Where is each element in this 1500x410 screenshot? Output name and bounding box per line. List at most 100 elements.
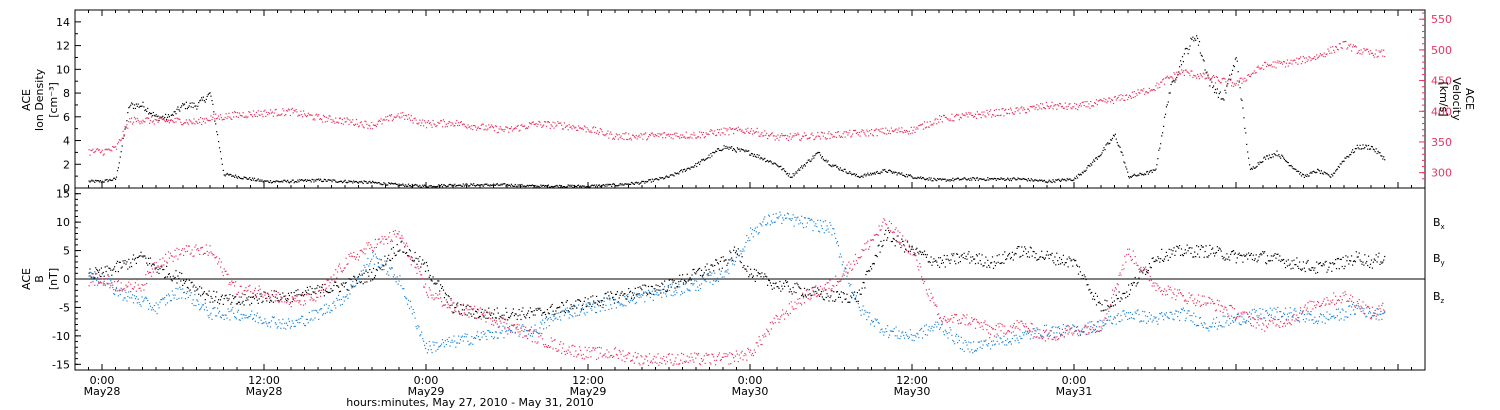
field-point-bx — [773, 287, 775, 289]
density-point — [876, 170, 878, 173]
density-point — [627, 183, 629, 185]
density-point — [698, 161, 700, 163]
density-point — [902, 174, 904, 176]
field-point-bx — [174, 276, 176, 279]
field-point-by — [387, 271, 389, 273]
density-point — [1372, 148, 1374, 150]
velocity-point — [302, 116, 304, 118]
field-point-bx — [1355, 251, 1357, 253]
density-point — [1139, 172, 1141, 174]
density-point — [398, 183, 400, 185]
field-point-by — [250, 314, 252, 316]
field-point-bx — [1114, 304, 1116, 306]
velocity-point — [1078, 104, 1081, 107]
field-point-bx — [820, 291, 823, 293]
velocity-point — [1266, 65, 1268, 68]
density-point — [1206, 71, 1208, 73]
density-point — [764, 157, 766, 159]
velocity-point — [661, 133, 663, 135]
date-tick-label: May30 — [894, 385, 931, 398]
density-point — [921, 178, 923, 180]
field-point-by — [345, 296, 347, 298]
field-point-bx — [445, 294, 447, 296]
velocity-point — [920, 124, 922, 126]
density-point — [1045, 181, 1047, 183]
density-point — [845, 171, 847, 173]
field-point-by — [149, 302, 151, 305]
field-point-bx — [392, 246, 394, 249]
density-point — [950, 179, 952, 181]
density-point — [1355, 148, 1357, 150]
field-point-bx — [828, 300, 830, 302]
density-point — [240, 177, 242, 180]
velocity-point — [313, 118, 315, 120]
velocity-point — [1086, 101, 1088, 103]
density-point — [848, 172, 850, 174]
field-tick-label: 5 — [63, 245, 70, 258]
field-point-bx — [595, 302, 597, 304]
density-point — [1214, 91, 1216, 94]
field-point-bx — [140, 251, 142, 253]
field-point-bx — [1052, 260, 1054, 262]
field-point-bx — [513, 315, 515, 317]
field-point-by — [207, 315, 209, 317]
density-point — [1103, 147, 1105, 149]
velocity-point — [555, 125, 557, 127]
field-point-bx — [557, 306, 559, 309]
density-point — [897, 172, 899, 174]
density-point — [99, 180, 101, 182]
velocity-point — [804, 135, 806, 137]
density-point — [1060, 180, 1062, 182]
velocity-point — [419, 119, 421, 121]
field-point-bx — [371, 271, 373, 273]
velocity-point — [436, 124, 438, 127]
density-point — [883, 169, 885, 171]
velocity-point — [99, 152, 101, 154]
velocity-point — [381, 123, 383, 125]
velocity-point — [985, 116, 987, 118]
velocity-point — [1040, 103, 1042, 105]
velocity-point — [546, 121, 548, 123]
density-point — [493, 183, 495, 185]
velocity-point — [930, 124, 932, 126]
velocity-point — [978, 113, 980, 115]
velocity-point — [1159, 86, 1161, 89]
field-point-by — [104, 284, 106, 287]
field-point-bx — [1174, 254, 1176, 256]
field-point-bx — [1076, 264, 1078, 266]
velocity-point — [399, 117, 401, 119]
field-point-bx — [304, 293, 306, 296]
field-point-bx — [265, 297, 267, 300]
field-point-bx — [172, 275, 174, 277]
field-point-bx — [352, 286, 354, 288]
field-point-bx — [991, 256, 994, 258]
field-point-by — [201, 306, 203, 308]
density-point — [1004, 179, 1006, 181]
field-point-bx — [232, 295, 234, 297]
velocity-point — [717, 132, 720, 134]
density-point — [139, 105, 141, 107]
density-point — [696, 165, 698, 168]
velocity-point — [1306, 60, 1308, 63]
field-point-bx — [628, 288, 630, 290]
velocity-point — [724, 134, 726, 136]
field-point-bx — [1316, 261, 1318, 263]
density-point — [1075, 177, 1077, 180]
density-point — [412, 185, 414, 187]
field-point-by — [289, 327, 291, 329]
field-point-bx — [1313, 269, 1315, 271]
field-point-bx — [1217, 249, 1219, 251]
field-point-bx — [257, 302, 259, 304]
field-point-by — [307, 322, 309, 324]
field-point-by — [501, 330, 503, 332]
field-point-bx — [1111, 305, 1113, 307]
field-point-bx — [714, 264, 716, 267]
field-point-by — [272, 317, 274, 319]
field-point-bx — [811, 294, 813, 296]
field-point-bx — [1225, 258, 1227, 260]
density-point — [694, 164, 696, 167]
field-point-by — [351, 287, 353, 289]
field-point-bx — [579, 300, 582, 302]
velocity-point — [753, 132, 755, 134]
density-point — [728, 148, 730, 150]
